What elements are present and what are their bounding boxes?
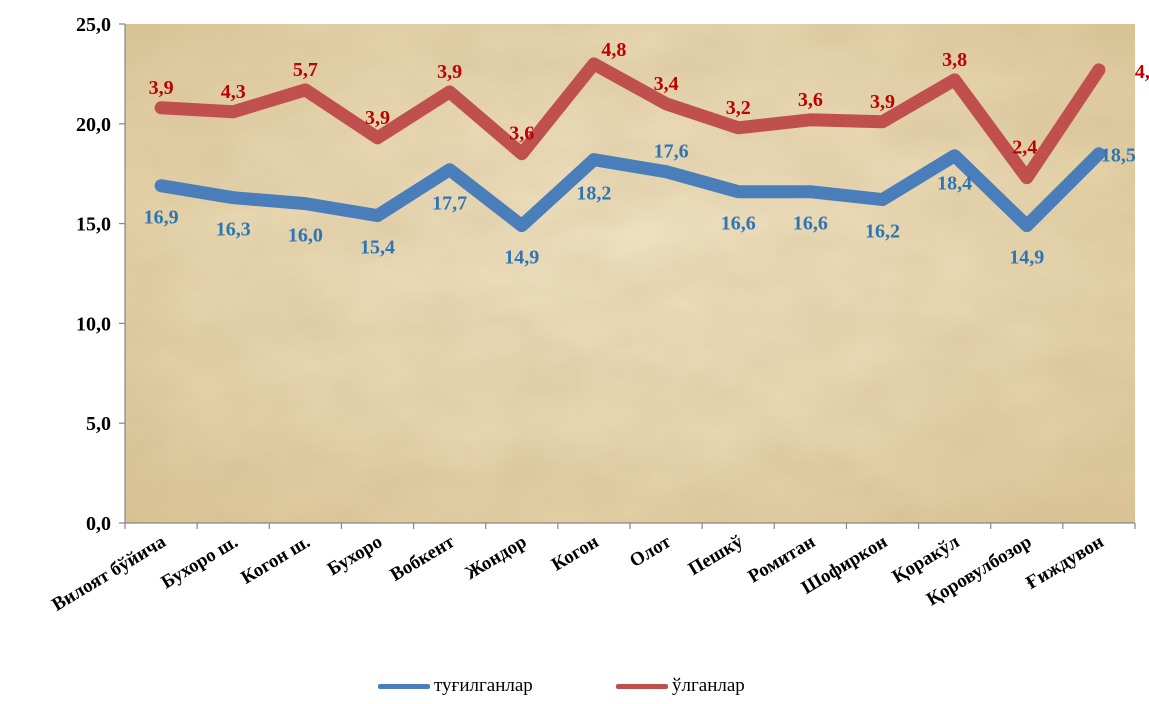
x-tick-label: Бухоро [324, 531, 386, 580]
x-tick-label: Жондор [462, 531, 531, 584]
data-label-deaths: 3,2 [726, 97, 751, 119]
x-tick-label: Вобкент [387, 531, 459, 586]
y-tick-label: 5,0 [86, 413, 111, 435]
data-label-births: 16,6 [721, 213, 756, 235]
data-label-deaths: 3,9 [365, 107, 390, 129]
data-label-deaths: 4,3 [221, 81, 246, 103]
x-tick-label: Когон [548, 531, 603, 575]
data-label-deaths: 3,6 [798, 89, 823, 111]
x-tick-label: Пешкў [685, 531, 747, 580]
data-label-deaths: 4,8 [601, 39, 626, 61]
series-layer [154, 57, 1106, 233]
x-tick-label: Бухоро ш. [158, 531, 242, 593]
data-label-deaths: 3,4 [654, 73, 679, 95]
data-label-births: 16,9 [144, 207, 179, 229]
data-label-births: 16,2 [865, 221, 900, 243]
data-label-deaths: 3,9 [870, 91, 895, 113]
legend-item-deaths: ўлганлар [616, 672, 745, 700]
series-line-births [154, 147, 1106, 233]
x-tick-label: Вилоят бўйича [48, 531, 170, 616]
data-label-deaths: 3,6 [509, 123, 534, 145]
data-label-births: 18,5 [1101, 145, 1136, 167]
data-label-births: 15,4 [360, 237, 395, 259]
legend-label-deaths: ўлганлар [672, 675, 745, 696]
legend-swatch-births [378, 683, 430, 689]
legend: туғилганлар ўлганлар [0, 672, 1149, 700]
data-label-deaths: 3,9 [437, 61, 462, 83]
series-line-deaths [154, 57, 1106, 185]
legend-label-births: туғилганлар [434, 675, 533, 696]
data-labels: 16,9 16,3 16,0 15,4 17,7 14,9 18,2 17,6 16,6 16,6… [144, 39, 1149, 269]
data-label-births: 18,4 [937, 173, 972, 195]
data-label-births: 16,0 [288, 225, 323, 247]
data-label-births: 18,2 [576, 183, 611, 205]
x-tick-label: Когон ш. [238, 531, 314, 588]
legend-item-births: туғилганлар [378, 672, 533, 700]
y-tick-label: 20,0 [76, 114, 111, 136]
y-tick-label: 10,0 [76, 313, 111, 335]
data-label-births: 14,9 [1009, 247, 1044, 269]
data-label-births: 17,7 [432, 193, 467, 215]
data-label-deaths: 2,4 [1012, 137, 1037, 159]
legend-swatch-deaths [616, 683, 668, 689]
data-label-births: 16,6 [793, 213, 828, 235]
x-tick-label: Ғиждувон [1023, 531, 1108, 594]
y-tick-label: 15,0 [76, 214, 111, 236]
data-label-deaths: 4,2 [1135, 61, 1149, 83]
data-label-births: 14,9 [504, 247, 539, 269]
x-tick-label: Олот [626, 531, 675, 572]
data-label-births: 17,6 [654, 141, 689, 163]
data-label-deaths: 3,8 [942, 49, 967, 71]
y-tick-label: 0,0 [86, 513, 111, 535]
data-label-births: 16,3 [216, 219, 251, 241]
data-label-deaths: 3,9 [149, 77, 174, 99]
y-tick-label: 25,0 [76, 14, 111, 36]
data-label-deaths: 5,7 [293, 59, 318, 81]
